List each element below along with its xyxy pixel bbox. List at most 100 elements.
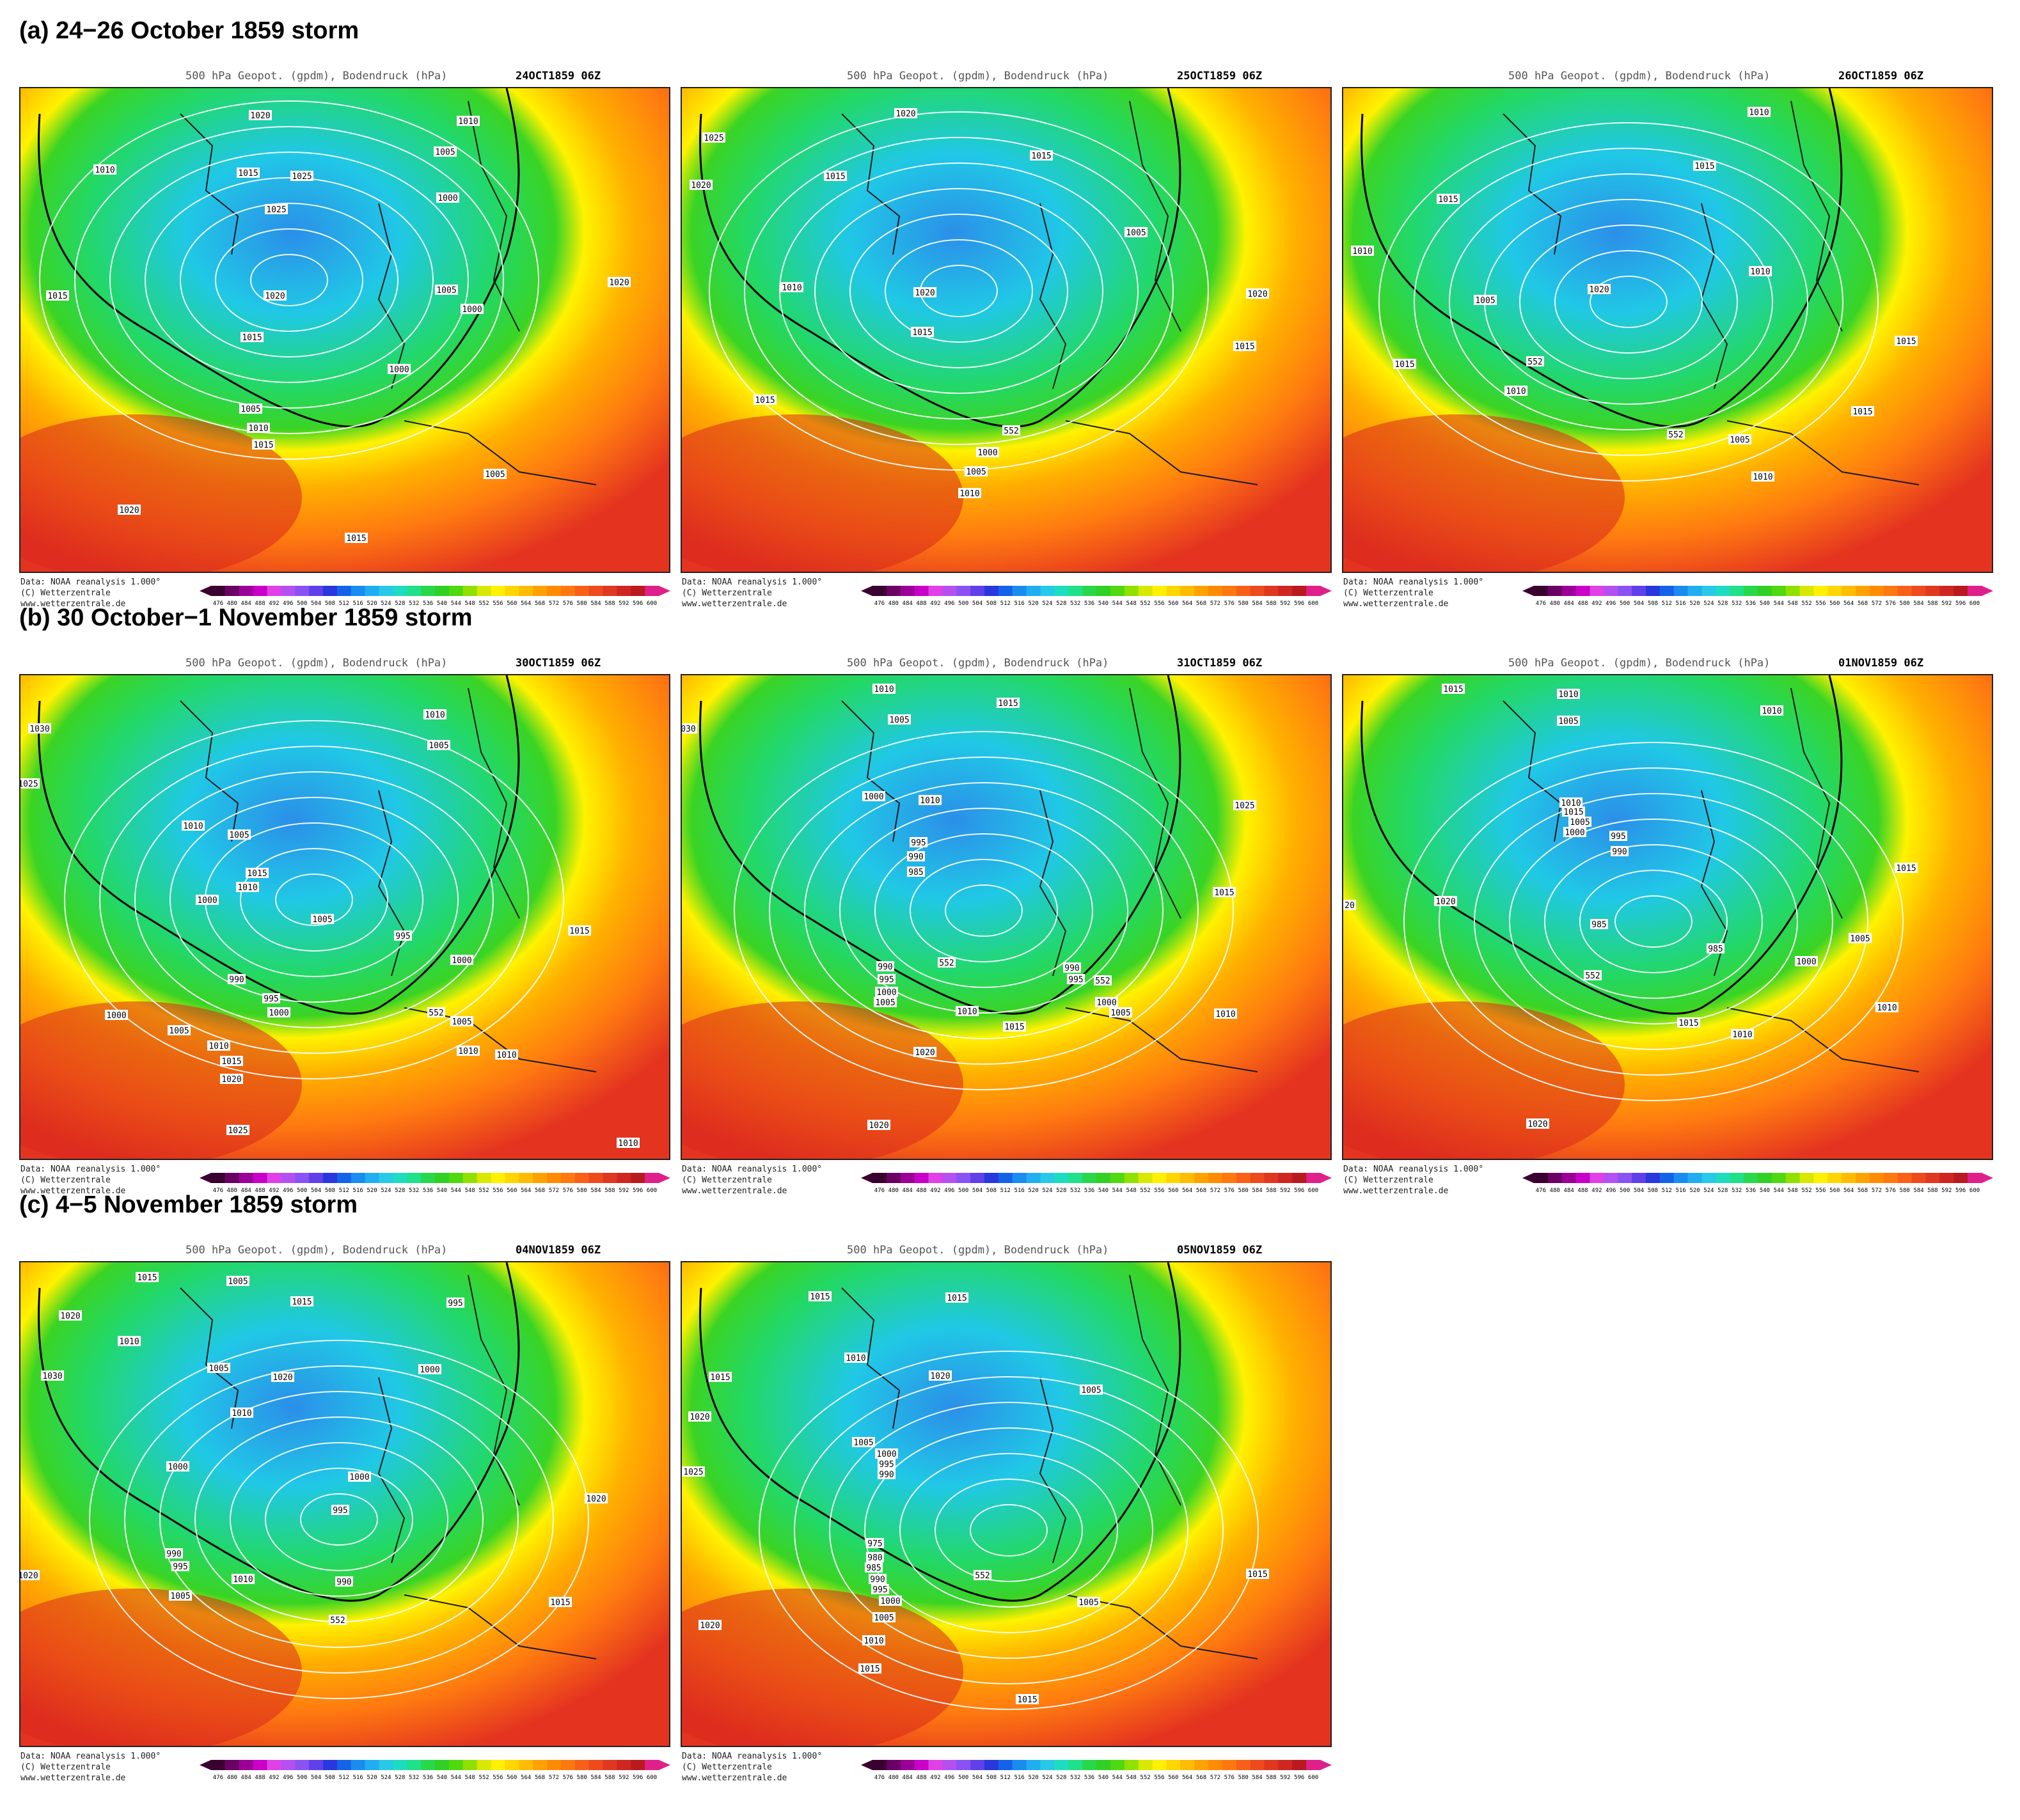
isobar-label-bg: [20, 778, 40, 788]
colorbar-swatch: [1687, 1173, 1702, 1183]
isobar-label-bg: [585, 1493, 608, 1503]
colorbar-swatch: [491, 1760, 505, 1770]
colorbar-swatch: [631, 586, 645, 596]
isobar-label: 1025: [228, 1126, 248, 1136]
colorbar-tick-label: 568: [535, 1188, 545, 1194]
colorbar-swatch: [1026, 1173, 1041, 1183]
colorbar-swatch: [281, 1760, 296, 1770]
isobar-label-bg: [682, 723, 697, 733]
isobar-label-bg: [136, 1272, 159, 1282]
colorbar-tick-label: 528: [1056, 600, 1066, 607]
isobar-label: 1005: [1850, 934, 1870, 944]
isobar-label: 1010: [1561, 799, 1581, 808]
colorbar-swatch: [603, 1173, 617, 1183]
credit-source: Data: NOAA reanalysis 1.000°: [20, 1752, 161, 1761]
isobar-label: 1005: [1558, 717, 1578, 726]
isobar-label-bg: [688, 1411, 711, 1422]
colorbar-swatch: [645, 1760, 659, 1770]
isobar-label-bg: [913, 1047, 936, 1057]
colorbar-swatch: [477, 586, 491, 596]
isobar-label: 1020: [700, 1621, 720, 1631]
isobar-label: 1005: [1570, 818, 1590, 828]
isobar-label-bg: [1233, 341, 1256, 351]
colorbar-tick-label: 512: [339, 600, 349, 607]
isobar-label: 990: [879, 1470, 894, 1480]
isobar-label: 1000: [1565, 828, 1584, 838]
panel-header-text: 500 hPa Geopot. (gpdm), Bodendruck (hPa): [1508, 70, 1771, 82]
colorbar-tick-label: 528: [1056, 1188, 1066, 1194]
isobar-label: 552: [1004, 427, 1018, 436]
colorbar-swatch: [519, 1173, 533, 1183]
isobar-label-bg: [1895, 336, 1918, 346]
colorbar: 476 480 484 488 492 496 500 504 508 512 516 520 524 5…: [1522, 586, 1993, 607]
isobar-label: 20: [1345, 901, 1355, 911]
colorbar-tick-label: 560: [1829, 1188, 1840, 1194]
colorbar-swatch: [1534, 586, 1549, 596]
colorbar-swatch: [533, 1173, 548, 1183]
greenland-coast: [841, 113, 901, 255]
colorbar-swatch: [914, 586, 929, 596]
isobar-label-bg: [876, 961, 894, 971]
isobar-label-bg: [1563, 827, 1586, 837]
colorbar-tick-label: 592: [619, 1775, 629, 1781]
weather-map: 1015 1010 1005 1010 1010 1015 1005 1000 995 990 10…: [1342, 674, 1993, 1160]
colorbar-swatch: [1813, 586, 1828, 596]
colorbar-swatch: [1813, 1173, 1828, 1183]
isobar-label: 1015: [710, 1373, 730, 1383]
isobar-label: 1015: [825, 172, 845, 182]
isobar-label: 990: [908, 852, 923, 862]
colorbar-swatch: [998, 1173, 1013, 1183]
colorbar-tick-label: 580: [1238, 1188, 1249, 1194]
colorbar-tick-label: 584: [590, 1775, 601, 1781]
colorbar-tick-label: 548: [1126, 1188, 1137, 1194]
colorbar-swatch: [1758, 1173, 1772, 1183]
isobar-label: 1010: [209, 1042, 228, 1051]
colorbar-tick-label: 500: [958, 600, 968, 607]
isobar-label-bg: [1677, 1017, 1700, 1028]
colorbar-tick-label: 600: [1308, 1775, 1318, 1781]
isobar-label: 552: [939, 959, 954, 968]
colorbar-swatch: [211, 586, 226, 596]
colorbar-swatch: [1953, 1173, 1968, 1183]
colorbar-tick-label: 528: [1717, 1188, 1728, 1194]
colorbar-tick-label: 508: [325, 1775, 335, 1781]
greenland-coast: [1503, 113, 1562, 255]
panel-header-text: 500 hPa Geopot. (gpdm), Bodendruck (hPa): [185, 1244, 448, 1257]
isobar-label-bg: [911, 327, 934, 337]
colorbar-swatch: [1897, 586, 1913, 596]
isobar-label: 985: [1708, 945, 1723, 954]
colorbar-swatch: [1701, 586, 1716, 596]
colorbar-swatch: [407, 586, 422, 596]
isobar-label: 1010: [959, 489, 979, 499]
colorbar-arrow-left: [200, 586, 211, 596]
colorbar-tick-label: 556: [1154, 1188, 1164, 1194]
isobar-label-bg: [457, 116, 480, 126]
colorbar-tick-label: 584: [590, 600, 601, 607]
isobar-line: [74, 126, 504, 434]
isobar-label: 030: [682, 725, 696, 734]
colorbar-swatch: [970, 1760, 985, 1770]
map-panel-4: 500 hPa Geopot. (gpdm), Bodendruck (hPa)…: [19, 654, 670, 1233]
isobar-line: [769, 757, 1199, 1065]
colorbar-tick-label: 476: [213, 600, 223, 607]
isobar-label-bg: [780, 282, 803, 292]
geopotential-map-svg: 1010 1005 1015 1000 1010 995 990 985 552 990 995 10…: [682, 675, 1330, 1159]
colorbar-tick-label: 548: [1788, 1188, 1798, 1194]
isobar-line: [839, 808, 1128, 1014]
colorbar-swatch: [1250, 586, 1265, 596]
isobar-line: [945, 884, 1023, 937]
colorbar-swatch: [1026, 1760, 1041, 1770]
colorbar-swatch: [1561, 586, 1577, 596]
isobar-label: 1015: [346, 534, 366, 544]
isobar-label-bg: [894, 108, 917, 118]
colorbar-tick-label: 596: [1955, 600, 1966, 607]
colorbar-tick-label: 532: [1732, 1188, 1742, 1194]
isobar-label-bg: [418, 1364, 441, 1374]
isobar-label: 1010: [1750, 267, 1770, 277]
colorbar-swatch: [588, 586, 603, 596]
colorbar-tick-label: 488: [255, 1188, 265, 1194]
colorbar-swatch: [351, 1760, 366, 1770]
isobar-label-bg: [1562, 806, 1585, 817]
colorbar-swatch: [1561, 1173, 1577, 1183]
panel-date: 04NOV1859 06Z: [516, 1244, 601, 1257]
